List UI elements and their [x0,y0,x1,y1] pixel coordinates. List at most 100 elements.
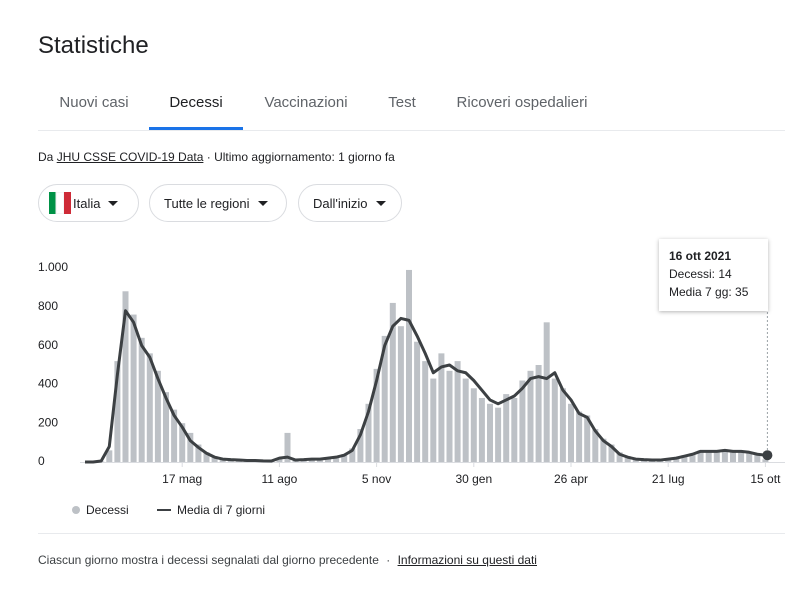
tooltip-line: Media 7 gg: 35 [669,285,749,299]
tab[interactable]: Test [388,94,416,111]
source-line: Da JHU CSSE COVID-19 Data · Ultimo aggio… [38,150,395,164]
bar [551,378,558,462]
caret [375,200,386,206]
filter-label: Tutte le regioni [164,195,250,211]
bar [576,411,583,462]
x-tick-label: 15 ott [750,472,781,486]
tab-indicator [149,127,243,130]
bar [624,456,631,462]
bar [705,450,712,462]
bar [746,452,753,462]
bar [154,370,161,462]
bar [487,403,493,462]
flag [49,192,71,214]
bar [754,454,761,462]
filter-label: Dall'inizio [313,195,368,211]
bar [673,457,680,462]
bar [592,429,599,462]
bar [689,453,696,462]
footer-link[interactable]: Informazioni su questi dati [397,553,537,567]
x-tick-label: 5 nov [362,472,391,486]
highlight-dot [762,450,773,461]
bar [762,459,769,462]
tooltip: 16 ott 2021 Decessi: 14 Media 7 gg: 35 [659,239,768,311]
page-title: Statistiche [38,32,149,59]
bar [195,444,202,462]
caret [108,200,119,206]
bar [179,423,186,462]
bar [389,302,396,462]
y-tick-label: 0 [38,454,45,468]
bar [511,397,518,462]
x-tick-label: 26 apr [554,472,588,486]
bar [381,335,388,462]
bar [470,388,477,462]
bar [325,457,331,462]
avg-line [85,309,766,464]
legend-swatch [72,506,80,514]
tab[interactable]: Vaccinazioni [264,94,348,111]
bar [422,361,429,462]
bar [365,403,372,462]
bar [584,415,591,462]
bar [462,378,469,462]
bar [146,353,153,462]
bar [713,452,720,462]
x-tick-label: 21 lug [652,472,685,486]
tab[interactable]: Decessi [169,94,223,111]
bar [397,326,404,462]
bar [527,370,534,462]
bar [519,380,526,462]
bar [430,378,437,462]
bar [341,454,348,462]
source-prefix: Da [38,150,54,164]
bar [438,353,445,462]
footer: Ciascun giorno mostra i decessi segnalat… [38,553,537,567]
filter-label: Italia [73,195,101,211]
bar [373,368,380,462]
bar [543,322,550,462]
bar [535,365,542,462]
bar [284,432,291,462]
x-tick-label: 17 mag [162,472,202,486]
filter-range[interactable]: Dall'inizio [298,184,402,222]
chart: 0 200 400 600 800 1.000 17 mag 11 ago 5 nov 30 ge… [38,260,785,517]
bar [559,388,566,462]
filter-country[interactable]: Italia [38,184,139,222]
tooltip-date: 16 ott 2021 [669,249,732,263]
bar [495,407,502,462]
bar [163,392,169,462]
legend-label: Decessi [86,503,129,517]
caret [257,200,268,206]
x-tick-label: 11 ago [261,472,297,486]
bar [414,341,421,462]
divider [38,533,785,534]
bar [130,314,137,462]
filter-region[interactable]: Tutte le regioni [149,184,287,222]
footer-note: Ciascun giorno mostra i decessi segnalat… [38,553,379,567]
bar [697,450,704,462]
bar [568,403,574,462]
bar [721,449,728,462]
tooltip-line: Decessi: 14 [669,267,732,281]
bar [276,459,283,462]
bar [406,269,412,462]
bar [187,432,194,462]
bar [738,451,745,462]
tab[interactable]: Ricoveri ospedalieri [456,94,588,111]
bar [211,456,218,462]
y-tick-label: 1.000 [38,260,68,274]
y-tick-label: 600 [38,338,58,352]
source-updated: · Ultimo aggiornamento: 1 giorno fa [206,150,395,164]
tab[interactable]: Nuovi casi [59,94,129,111]
bar [503,394,510,462]
bar [357,429,364,462]
bar [349,448,356,462]
x-tick-label: 30 gen [455,472,492,486]
bar [446,370,453,462]
bar [600,438,607,462]
bar [681,455,688,462]
bar [478,397,485,462]
source-link[interactable]: JHU CSSE COVID-19 Data [56,150,204,164]
